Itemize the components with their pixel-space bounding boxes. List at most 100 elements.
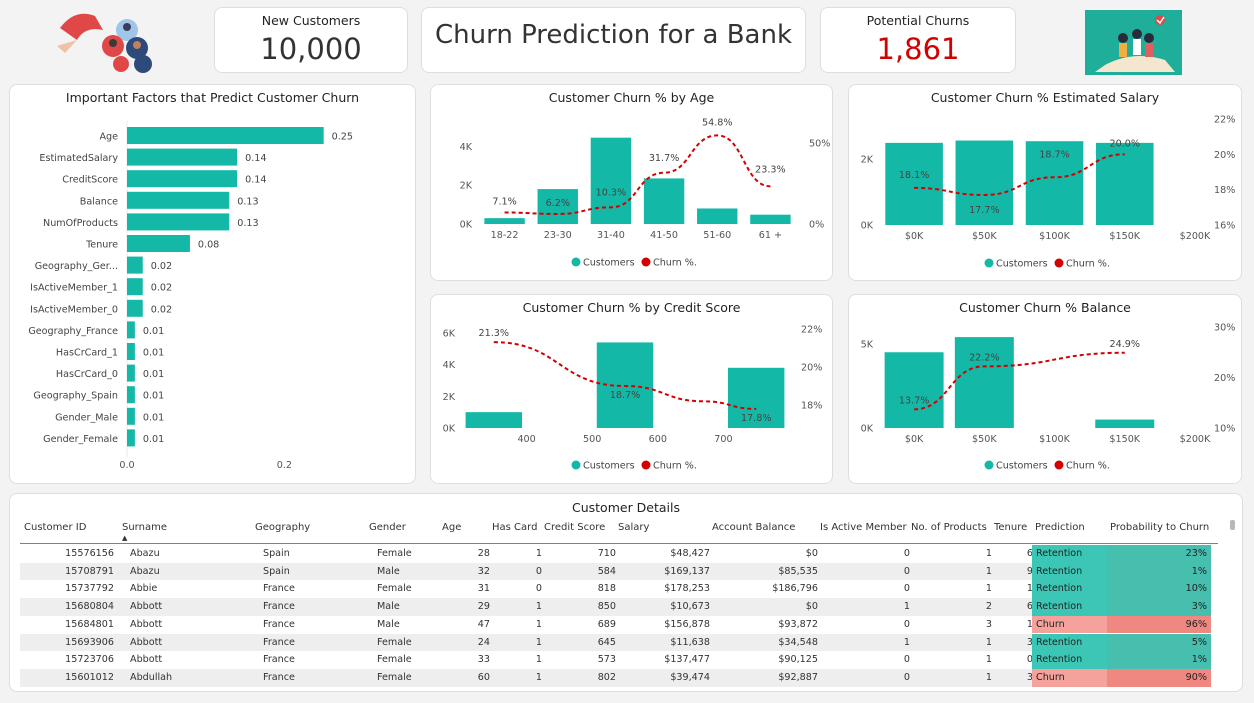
churn-line <box>914 351 1125 411</box>
table-row[interactable]: 15693906 Abbott France Female 24 1 645 $11,638 $… <box>20 633 1211 652</box>
feature-value-label: 0.01 <box>143 391 164 402</box>
churn-data-label: 24.9% <box>1110 339 1140 350</box>
col-surname[interactable]: Surname <box>122 522 167 533</box>
table-row[interactable]: 15576156 Abazu Spain Female 28 1 710 $48,427 $0 0… <box>20 545 1211 563</box>
customer-bar <box>884 352 944 428</box>
col-credit-score[interactable]: Credit Score <box>544 522 606 533</box>
col-salary[interactable]: Salary <box>618 522 650 533</box>
table-row[interactable]: 15601012 Abdullah France Female 60 1 802 $39,47… <box>20 668 1211 687</box>
x-tick-label: $50K <box>972 434 997 445</box>
col-geography[interactable]: Geography <box>255 522 311 533</box>
x-tick-label: $200K <box>1180 434 1211 445</box>
legend-churn-label: Churn %. <box>653 258 697 269</box>
feature-bar <box>127 148 238 166</box>
customer-bar <box>1095 419 1155 428</box>
table-row[interactable]: 15723706 Abbott France Female 33 1 573 $137,477… <box>20 651 1211 669</box>
cell-has-card: 0 <box>535 583 542 595</box>
table-row[interactable]: 15680804 Abbott France Male 29 1 850 $10,673 $0 1… <box>20 598 1211 616</box>
cell-gender: Male <box>377 565 400 577</box>
cell-probability: 23% <box>1107 545 1211 563</box>
potential-churns-label: Potential Churns <box>866 13 970 28</box>
cell-gender: Female <box>377 548 412 559</box>
feature-label: Age <box>99 132 118 143</box>
feature-bar <box>127 407 135 425</box>
y-tick-label: 2K <box>460 181 473 192</box>
legend-churn-marker <box>641 257 651 267</box>
col-has-card[interactable]: Has Card <box>492 522 538 533</box>
cell-has-card: 1 <box>535 636 542 648</box>
cell-products: 1 <box>985 565 992 577</box>
cell-prediction: Churn <box>1032 668 1107 687</box>
age-chart-title: Customer Churn % by Age <box>548 90 715 105</box>
cell-prediction: Retention <box>1032 651 1107 669</box>
feature-value-label: 0.01 <box>143 434 164 445</box>
cell-prediction: Retention <box>1032 545 1107 563</box>
cell-surname: Abbott <box>130 601 163 613</box>
x-tick-label: $50K <box>972 231 997 242</box>
legend-customers-label: Customers <box>996 461 1048 472</box>
churn-line <box>914 153 1125 196</box>
y-tick-label: 0K <box>460 220 473 231</box>
col-prediction[interactable]: Prediction <box>1035 522 1085 533</box>
y2-tick-label: 30% <box>1214 323 1235 334</box>
cell-is-active: 0 <box>903 548 910 559</box>
cell-salary: $169,137 <box>664 565 710 577</box>
cell-age: 60 <box>477 671 490 683</box>
col-age[interactable]: Age <box>442 522 462 533</box>
churn-data-label: 54.8% <box>702 117 732 128</box>
cell-prediction: Retention <box>1032 562 1107 581</box>
feature-label: NumOfProducts <box>43 218 118 229</box>
col-gender[interactable]: Gender <box>369 522 406 533</box>
cell-customer-id: 15684801 <box>65 618 114 630</box>
table-row[interactable]: 15737792 Abbie France Female 31 0 818 $178,253 $… <box>20 580 1211 599</box>
customer-details-card: Customer Details Customer ID Surname ▲ G… <box>9 493 1243 692</box>
y2-tick-label: 20% <box>1214 373 1235 384</box>
potential-churns-card: Potential Churns 1,861 <box>820 7 1016 73</box>
cell-salary: $48,427 <box>670 548 710 559</box>
cell-customer-id: 15737792 <box>65 583 114 595</box>
cell-products: 2 <box>985 601 992 613</box>
col-is-active[interactable]: Is Active Member <box>820 522 907 533</box>
cell-probability: 96% <box>1107 615 1211 634</box>
col-tenure[interactable]: Tenure <box>994 522 1028 533</box>
feature-importance-card: Important Factors that Predict Customer … <box>9 84 416 484</box>
table-row[interactable]: 15708791 Abazu Spain Male 32 0 584 $169,137 $85,… <box>20 562 1211 581</box>
col-customer-id[interactable]: Customer ID <box>24 522 87 533</box>
cell-products: 1 <box>985 583 992 595</box>
x-tick-label: 500 <box>583 434 601 445</box>
cell-tenure: 6 <box>1026 548 1033 559</box>
x-tick-label: 400 <box>517 434 535 445</box>
cell-age: 47 <box>477 618 490 630</box>
legend-churn-label: Churn %. <box>1066 461 1110 472</box>
feature-value-label: 0.01 <box>143 369 164 380</box>
cell-age: 29 <box>477 601 490 613</box>
cell-tenure: 9 <box>1026 565 1033 577</box>
legend-customers-marker <box>571 257 581 267</box>
table-row[interactable]: 15684801 Abbott France Male 47 1 689 $156,878 $9… <box>20 615 1211 634</box>
table-header: Customer ID Surname ▲ Geography Gender A… <box>20 514 1218 544</box>
cell-prediction: Churn <box>1032 615 1107 634</box>
new-customers-label: New Customers <box>261 13 361 28</box>
col-products[interactable]: No. of Products <box>911 522 987 533</box>
x-tick-label: $200K <box>1180 231 1211 242</box>
col-account-balance[interactable]: Account Balance <box>712 522 796 533</box>
churn-data-label: 23.3% <box>755 164 785 175</box>
cell-tenure: 3 <box>1026 636 1033 648</box>
col-probability[interactable]: Probability to Churn <box>1110 522 1210 533</box>
cell-has-card: 1 <box>535 618 542 630</box>
logo-left <box>55 8 163 74</box>
cell-prediction: Retention <box>1032 598 1107 616</box>
cell-age: 32 <box>477 565 490 577</box>
feature-value-label: 0.01 <box>143 412 164 423</box>
feature-bar <box>127 127 324 144</box>
x-tick-label: 23-30 <box>544 230 572 241</box>
cell-geography: France <box>263 636 295 648</box>
cell-customer-id: 15708791 <box>65 565 114 577</box>
cell-is-active: 0 <box>903 654 910 666</box>
table-scrollbar[interactable] <box>1230 520 1235 530</box>
cell-probability: 3% <box>1107 598 1211 616</box>
cell-surname: Abbie <box>130 583 158 595</box>
legend-churn-marker <box>1054 460 1064 470</box>
cell-products: 1 <box>985 548 992 559</box>
salary-chart-title: Customer Churn % Estimated Salary <box>930 90 1160 105</box>
